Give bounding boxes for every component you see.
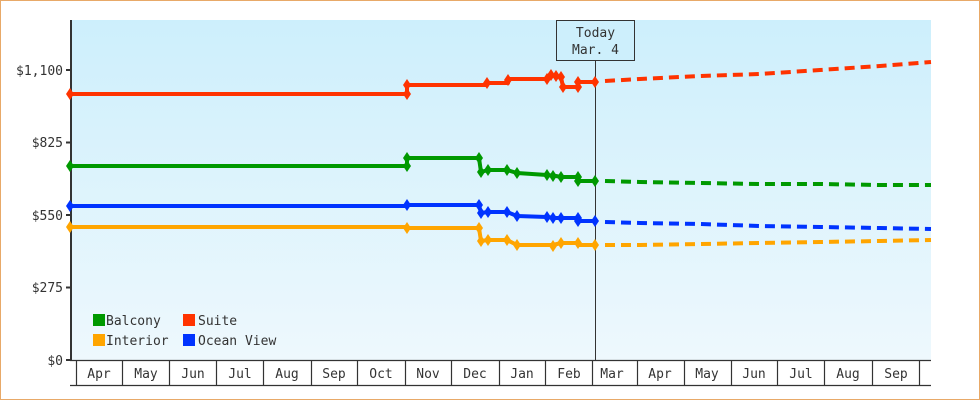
x-tick-label: Sep xyxy=(884,367,908,382)
x-tick-label: Dec xyxy=(463,367,486,382)
legend-label: Interior xyxy=(106,334,169,349)
today-label: Today xyxy=(576,26,615,41)
x-tick-label: Mar xyxy=(600,367,624,382)
ocean-view-swatch-icon xyxy=(183,334,195,346)
interior-swatch-icon xyxy=(93,334,105,346)
x-tick-label: Aug xyxy=(836,367,859,382)
x-tick-label: Jan xyxy=(510,367,533,382)
y-tick-label: $825 xyxy=(32,136,63,151)
today-date: Mar. 4 xyxy=(572,43,619,58)
x-tick-label: Jun xyxy=(181,367,204,382)
balcony-swatch-icon xyxy=(93,314,105,326)
x-tick-label: Jul xyxy=(789,367,812,382)
x-axis-labels: Apr May Jun Jul Aug Sep Oct Nov Dec Jan … xyxy=(87,367,908,382)
x-tick-label: Oct xyxy=(369,367,392,382)
legend-item-interior[interactable]: Interior xyxy=(93,334,169,349)
y-tick-label: $275 xyxy=(32,281,63,296)
x-tick-label: Jul xyxy=(228,367,251,382)
x-tick-label: Sep xyxy=(322,367,346,382)
legend-item-balcony[interactable]: Balcony xyxy=(93,314,161,329)
series-ocean-view xyxy=(66,199,932,231)
legend-item-suite[interactable]: Suite xyxy=(183,314,237,329)
series-interior xyxy=(66,221,932,252)
x-tick-label: Jun xyxy=(742,367,765,382)
legend-label: Balcony xyxy=(106,314,161,329)
series-balcony xyxy=(66,152,931,187)
y-axis-ticks xyxy=(66,69,71,361)
x-axis xyxy=(70,359,931,387)
y-tick-label: $550 xyxy=(32,209,63,224)
legend-label: Suite xyxy=(198,314,237,329)
y-tick-label: $0 xyxy=(47,354,63,369)
x-tick-label: Apr xyxy=(87,367,111,382)
x-tick-label: Feb xyxy=(557,367,581,382)
x-tick-label: May xyxy=(695,367,719,382)
suite-swatch-icon xyxy=(183,314,195,326)
legend: Balcony Suite Interior Ocean View xyxy=(93,314,276,349)
legend-item-ocean-view[interactable]: Ocean View xyxy=(183,334,276,349)
legend-label: Ocean View xyxy=(198,334,276,349)
x-tick-label: Apr xyxy=(648,367,672,382)
plot-area xyxy=(72,20,931,360)
x-tick-label: May xyxy=(134,367,158,382)
x-tick-label: Aug xyxy=(275,367,298,382)
y-tick-label: $1,100 xyxy=(16,64,63,79)
today-label-box xyxy=(556,20,635,61)
x-tick-label: Nov xyxy=(416,367,440,382)
series-suite xyxy=(66,60,932,100)
